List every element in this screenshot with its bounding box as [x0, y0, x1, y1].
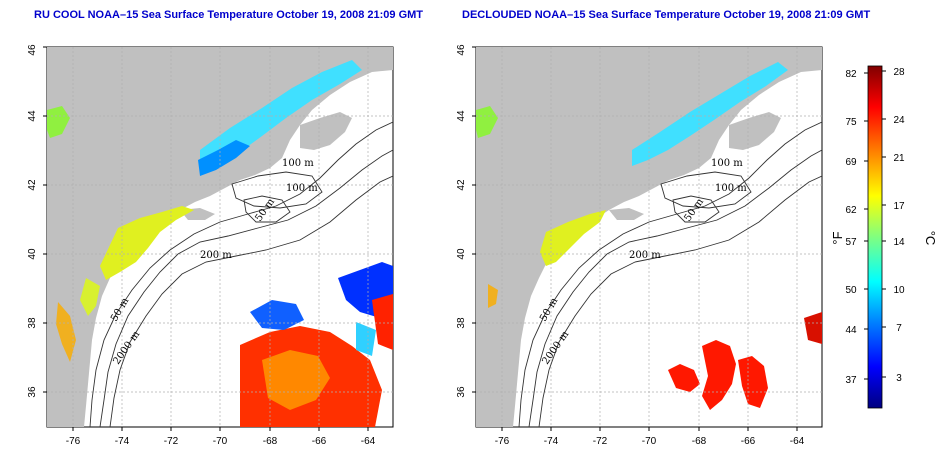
left-y-tick-label: 44 — [27, 110, 38, 122]
right-y-tick-labels: 36 38 40 42 44 46 — [456, 44, 467, 398]
left-isobath-100m-bank — [231, 171, 323, 209]
left-sst-inland-green — [47, 106, 70, 138]
colorbar-f-label: 82 — [845, 69, 857, 80]
left-land-mass — [47, 47, 393, 427]
right-land-cape — [729, 112, 781, 150]
colorbar-c-label: 14 — [893, 237, 905, 248]
left-x-tick-label: -68 — [263, 436, 278, 447]
colorbar-f-label: 75 — [845, 117, 857, 128]
left-y-tick-label: 36 — [27, 386, 38, 398]
right-y-tick-label: 42 — [456, 179, 467, 191]
colorbar-c-label: 21 — [893, 153, 905, 164]
right-land-island — [609, 208, 644, 220]
right-map-panel: 100 m 100 m 50 m 200 m 50 m 2000 m -76 -… — [456, 44, 823, 447]
left-y-tick-label: 46 — [27, 44, 38, 56]
right-x-tick-labels: -76 -74 -72 -70 -68 -66 -64 — [495, 436, 805, 447]
right-sst-red-patch-4 — [804, 312, 822, 344]
left-axis-ticks — [43, 46, 369, 431]
colorbar-ticks — [864, 70, 886, 380]
left-sst-shelf-yellow — [100, 206, 194, 280]
colorbar-f-label: 69 — [845, 157, 857, 168]
left-isobath-2000m — [109, 175, 393, 427]
right-y-tick-label: 38 — [456, 317, 467, 329]
right-y-tick-label: 46 — [456, 44, 467, 56]
right-isobath-shelf — [518, 121, 822, 427]
left-x-tick-label: -74 — [115, 436, 130, 447]
left-x-tick-labels: -76 -74 -72 -70 -68 -66 -64 — [66, 436, 376, 447]
colorbar-gradient — [867, 65, 883, 409]
right-x-tick-label: -64 — [790, 436, 805, 447]
colorbar-unit-fahrenheit: °F — [830, 231, 845, 244]
right-x-tick-label: -66 — [741, 436, 756, 447]
right-isobath-label-100m-north: 100 m — [711, 158, 743, 169]
colorbar-unit-celsius: °C — [923, 231, 938, 246]
right-isobath-200m — [528, 149, 822, 427]
colorbar-c-label: 10 — [893, 285, 905, 296]
right-isobath-2000m — [538, 175, 822, 427]
left-sst-south-orange — [56, 302, 76, 362]
colorbar-c-label: 24 — [893, 115, 905, 126]
right-sst-shelf-yellow — [540, 210, 606, 266]
right-sst-inland-green — [476, 106, 498, 138]
right-x-tick-label: -70 — [642, 436, 657, 447]
colorbar-c-label: 3 — [896, 373, 902, 384]
left-x-tick-label: -64 — [361, 436, 376, 447]
right-land-mass — [476, 47, 822, 427]
left-x-tick-label: -72 — [164, 436, 179, 447]
left-isobath-200m — [99, 149, 393, 427]
colorbar-c-label: 17 — [893, 201, 905, 212]
left-sst-gulf-stream-mix — [262, 350, 330, 410]
left-sst-nearshore — [80, 278, 100, 316]
left-y-tick-labels: 36 38 40 42 44 46 — [27, 44, 38, 398]
right-sst-south-orange — [488, 284, 498, 308]
colorbar-f-label: 37 — [845, 375, 857, 386]
left-sst-east-cyan — [356, 322, 376, 356]
left-land-cape — [300, 112, 352, 150]
right-isobath-label-100m: 100 m — [715, 183, 747, 194]
left-y-tick-label: 42 — [27, 179, 38, 191]
right-y-tick-label: 36 — [456, 386, 467, 398]
right-x-tick-label: -68 — [692, 436, 707, 447]
right-isobaths — [518, 121, 822, 427]
right-sst-red-patch-2 — [702, 340, 736, 410]
right-x-tick-label: -72 — [593, 436, 608, 447]
left-panel-title: RU COOL NOAA–15 Sea Surface Temperature … — [34, 9, 424, 21]
colorbar-f-label: 50 — [845, 285, 857, 296]
right-isobath-100m-bank — [660, 171, 752, 209]
colorbar-f-label: 62 — [845, 205, 857, 216]
left-sst-gulf-of-maine-cool — [198, 140, 250, 176]
left-isobaths — [89, 121, 393, 427]
left-y-tick-label: 38 — [27, 317, 38, 329]
colorbar-c-label: 28 — [893, 67, 905, 78]
left-y-tick-label: 40 — [27, 248, 38, 260]
right-sst-gulf-of-maine — [632, 62, 788, 166]
right-axis-ticks — [472, 46, 798, 431]
colorbar-f-label: 57 — [845, 237, 857, 248]
left-x-tick-label: -70 — [213, 436, 228, 447]
left-isobath-label-100m: 100 m — [286, 183, 318, 194]
temperature-colorbar: 82 75 69 62 57 50 44 37 28 24 21 17 14 1… — [830, 65, 938, 409]
left-isobath-shelf — [89, 121, 393, 427]
right-y-tick-label: 40 — [456, 248, 467, 260]
left-sst-offshore-blue-2 — [250, 300, 304, 330]
left-sst-east-warm — [372, 294, 393, 350]
right-x-tick-label: -74 — [544, 436, 559, 447]
right-sst-red-patch-1 — [668, 364, 700, 392]
left-map-panel: 100 m 100 m 50 m 200 m 50 m 2000 m -76 -… — [27, 44, 394, 447]
right-isobath-label-200m: 200 m — [629, 250, 661, 261]
right-sst-red-patch-3 — [738, 356, 768, 408]
right-x-tick-label: -76 — [495, 436, 510, 447]
left-x-tick-label: -76 — [66, 436, 81, 447]
colorbar-f-label: 44 — [845, 325, 857, 336]
right-panel-title: DECLOUDED NOAA–15 Sea Surface Temperatur… — [462, 9, 871, 21]
left-x-tick-label: -66 — [312, 436, 327, 447]
left-isobath-label-100m-north: 100 m — [282, 158, 314, 169]
right-y-tick-label: 44 — [456, 110, 467, 122]
left-isobath-label-200m: 200 m — [200, 250, 232, 261]
colorbar-c-label: 7 — [896, 323, 902, 334]
